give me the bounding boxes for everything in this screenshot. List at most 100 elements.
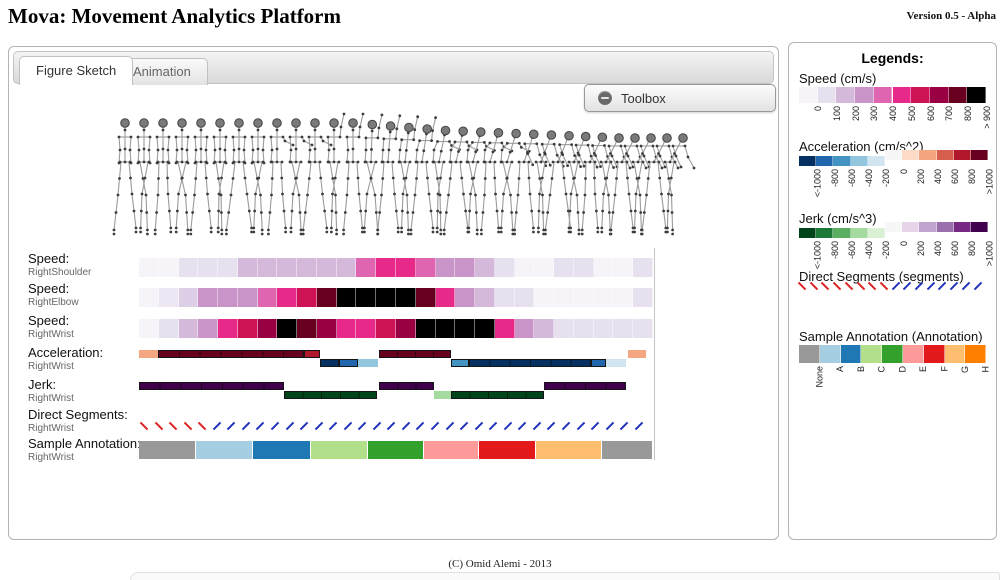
legends-panel: Legends: Speed (cm/s) 0 100 200 300 400 500 600… — [788, 42, 997, 540]
heat-cell — [435, 319, 456, 338]
acceleration-legend-cell — [919, 150, 937, 160]
heat-cell — [356, 319, 377, 338]
heat-cell — [198, 288, 219, 307]
hatch-mark-blue — [488, 421, 498, 431]
hatch-mark-blue — [576, 421, 585, 431]
track-label-speed-rightwrist: Speed: RightWrist — [28, 313, 74, 340]
heat-cell — [475, 319, 495, 338]
hatch-mark-blue — [547, 421, 556, 431]
heat-cell — [514, 319, 535, 338]
segment-cell — [469, 359, 591, 367]
legends-title: Legends: — [861, 50, 924, 66]
heat-cell — [613, 319, 634, 338]
segment-cell — [379, 382, 434, 390]
heat-cell — [396, 258, 416, 277]
speed-legend-cell — [855, 87, 874, 103]
jerk-legend-cell — [867, 228, 885, 238]
acceleration-tick: 200 — [902, 169, 926, 209]
heat-cell — [356, 258, 377, 277]
toolbox-button[interactable]: Toolbox — [584, 84, 776, 112]
jerk-legend-cell — [953, 222, 971, 232]
annotation-legend-label: Sample Annotation (Annotation) — [799, 329, 983, 344]
segment-cell — [544, 382, 626, 390]
annotation-tick-label: H — [980, 366, 991, 373]
acceleration-tick: -200 — [868, 169, 891, 209]
hatch-mark-red — [168, 421, 178, 431]
track-title: Speed: — [28, 251, 70, 266]
hatch-mark-blue — [474, 421, 483, 431]
annotation-legend-cell — [799, 345, 820, 363]
page-title: Mova: Movement Analytics Platform — [8, 4, 341, 28]
heat-cell — [277, 288, 298, 307]
heat-cell — [633, 288, 653, 307]
track-joint: RightWrist — [28, 392, 74, 404]
heat-cell — [376, 319, 396, 338]
heat-cell — [257, 258, 278, 277]
segment-cell — [139, 350, 158, 358]
annotation-block — [424, 441, 478, 459]
hatch-mark-blue — [372, 421, 382, 431]
speed-legend-cell — [929, 87, 949, 103]
heat-cell — [158, 258, 179, 277]
footer-copyright: (C) Omid Alemi - 2013 — [448, 558, 552, 570]
tab-figure-sketch[interactable]: Figure Sketch — [19, 56, 134, 85]
heat-cell — [218, 319, 238, 338]
tab-bar: Figure Sketch Animation — [13, 51, 774, 85]
track-joint: RightShoulder — [28, 266, 92, 278]
heat-cell — [376, 288, 396, 307]
heat-cell — [573, 319, 594, 338]
heat-cell — [534, 319, 555, 338]
annotation-block — [253, 441, 310, 459]
heat-cell — [297, 319, 317, 338]
heat-cell — [554, 319, 574, 338]
annotation-legend-cell — [965, 345, 987, 363]
hatch-mark-blue — [343, 421, 352, 431]
heat-cell — [396, 288, 416, 307]
speed-tick: 700 — [930, 106, 954, 146]
annotation-block — [311, 441, 367, 459]
hatch-mark-blue — [518, 421, 527, 431]
track-label-jerk-rightwrist: Jerk: RightWrist — [28, 377, 74, 404]
heat-cell — [178, 319, 199, 338]
annotation-legend-cell — [819, 345, 841, 363]
annotation-tick: H — [965, 366, 991, 406]
heat-cell — [158, 288, 179, 307]
track-title: Speed: — [28, 313, 70, 328]
heat-cell — [277, 319, 298, 338]
acceleration-tick: -800 — [816, 169, 840, 209]
acceleration-legend-cell — [971, 150, 989, 160]
heat-cell — [198, 258, 219, 277]
acceleration-legend-cell — [936, 150, 954, 160]
speed-legend-cell — [911, 87, 930, 103]
hatch-mark-blue — [401, 421, 411, 431]
hatch-mark-blue — [561, 421, 571, 431]
heat-cell — [415, 319, 436, 338]
annotation-tick: D — [882, 366, 908, 406]
segment-cell — [628, 350, 646, 358]
segment-cell — [304, 350, 320, 358]
segment-cell — [606, 359, 626, 367]
speed-tick: > 900 — [967, 106, 992, 146]
heat-cell — [415, 288, 436, 307]
annotation-block — [536, 441, 601, 459]
heat-cell — [316, 288, 337, 307]
track-joint: RightWrist — [28, 328, 74, 340]
hatch-mark-blue — [314, 421, 323, 431]
hatch-mark-blue — [285, 421, 294, 431]
heat-cell — [573, 288, 594, 307]
segment-cell — [451, 359, 469, 367]
track-label-acceleration-rightwrist: Acceleration: RightWrist — [28, 345, 103, 372]
track-joint: RightElbow — [28, 296, 79, 308]
jerk-legend-cell — [971, 222, 989, 232]
heat-cell — [178, 258, 199, 277]
heat-cell — [356, 288, 377, 307]
hatch-mark-blue — [299, 421, 309, 431]
speed-legend-label: Speed (cm/s) — [799, 71, 877, 86]
heat-cell — [534, 288, 555, 307]
segment-cell — [451, 391, 544, 399]
acceleration-legend-cell — [885, 150, 903, 160]
annotation-tick: C — [861, 366, 887, 406]
jerk-tick-label: >1000 — [984, 241, 995, 267]
hatch-mark-blue — [619, 421, 629, 431]
